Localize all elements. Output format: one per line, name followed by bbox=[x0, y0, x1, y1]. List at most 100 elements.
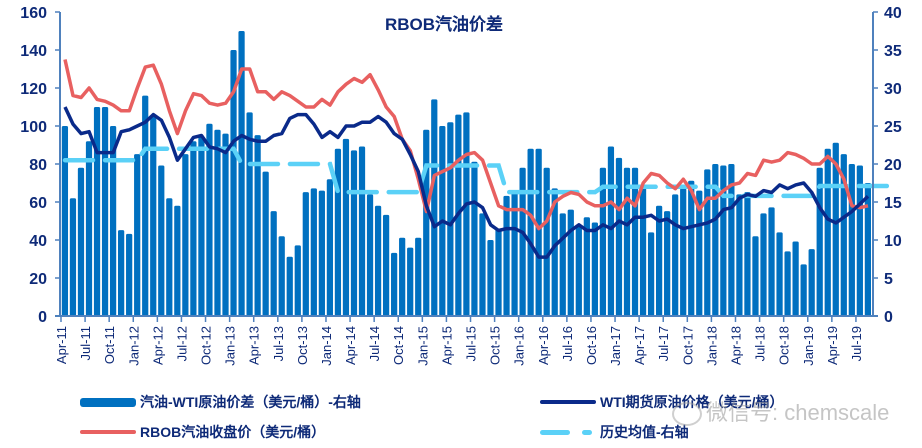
spread-bar bbox=[93, 107, 101, 316]
left-tick-label: 80 bbox=[29, 157, 47, 174]
spread-bar bbox=[744, 192, 751, 316]
x-tick-label: Jan-12 bbox=[126, 326, 141, 366]
x-tick-label: Oct-11 bbox=[102, 326, 117, 364]
x-tick-label: Jul-19 bbox=[849, 326, 864, 361]
legend-label-spread: 汽油-WTI原油价差（美元/桶）-右轴 bbox=[140, 394, 361, 410]
left-tick-label: 40 bbox=[29, 233, 47, 250]
spread-bar bbox=[447, 122, 454, 316]
x-tick-label: Apr-12 bbox=[150, 326, 165, 365]
spread-bar bbox=[214, 129, 221, 316]
legend-item-rbob: RBOB汽油收盘价（美元/桶） bbox=[80, 422, 325, 442]
x-tick-label: Jul-14 bbox=[367, 326, 382, 361]
legend-navy-line-swatch bbox=[540, 400, 596, 404]
spread-bar bbox=[230, 50, 237, 316]
right-tick-label: 40 bbox=[884, 5, 902, 22]
right-tick-label: 5 bbox=[884, 271, 893, 288]
spread-bar bbox=[166, 198, 173, 316]
x-tick-label: Jan-15 bbox=[415, 326, 430, 366]
spread-bar bbox=[350, 150, 358, 316]
spread-bar bbox=[399, 237, 406, 316]
left-tick-label: 20 bbox=[29, 271, 47, 288]
spread-bar bbox=[768, 207, 775, 316]
spread-bar bbox=[752, 236, 759, 316]
chart-title: RBOB汽油价差 bbox=[385, 15, 504, 34]
spread-bar bbox=[704, 169, 711, 316]
legend-red-line-swatch bbox=[80, 430, 136, 434]
spread-bar bbox=[190, 141, 197, 316]
spread-bar bbox=[760, 213, 767, 316]
x-tick-label: Apr-19 bbox=[825, 326, 840, 365]
x-tick-label: Apr-17 bbox=[632, 326, 647, 365]
legend-bar-swatch bbox=[80, 397, 136, 407]
spread-bar bbox=[126, 233, 133, 316]
spread-bar bbox=[591, 222, 598, 316]
right-tick-label: 20 bbox=[884, 157, 902, 174]
spread-bar bbox=[736, 194, 743, 316]
spread-bar bbox=[407, 247, 414, 316]
spread-bar bbox=[270, 211, 277, 316]
x-tick-label: Jul-11 bbox=[78, 326, 93, 360]
x-tick-label: Apr-18 bbox=[728, 326, 743, 365]
right-tick-label: 10 bbox=[884, 233, 902, 250]
x-tick-label: Apr-15 bbox=[439, 326, 454, 365]
spread-bar bbox=[607, 146, 615, 316]
legend-label-rbob: RBOB汽油收盘价（美元/桶） bbox=[140, 424, 326, 440]
spread-bar bbox=[551, 188, 558, 316]
spread-bar bbox=[222, 133, 229, 316]
spread-bar bbox=[583, 217, 590, 316]
spread-bar bbox=[85, 141, 93, 316]
spread-bar bbox=[672, 194, 679, 316]
spread-bar bbox=[543, 167, 550, 316]
x-tick-label: Apr-13 bbox=[247, 326, 262, 365]
spread-bar bbox=[655, 205, 663, 316]
x-tick-label: Jan-17 bbox=[608, 326, 623, 366]
x-tick-label: Oct-14 bbox=[391, 326, 406, 365]
spread-bar bbox=[198, 137, 205, 316]
x-tick-label: Jul-13 bbox=[271, 326, 286, 361]
spread-bar bbox=[664, 211, 671, 316]
spread-bar bbox=[342, 138, 350, 316]
spread-bar bbox=[495, 228, 502, 316]
spread-bar bbox=[792, 241, 799, 316]
x-tick-label: Jan-18 bbox=[704, 326, 719, 366]
spread-bar bbox=[158, 165, 165, 316]
spread-bar bbox=[864, 183, 871, 316]
legend-label-wti: WTI期货原油价格（美元/桶） bbox=[600, 394, 784, 410]
watermark-text: 微信号: chemscale bbox=[706, 400, 890, 425]
spread-bar bbox=[519, 167, 526, 316]
x-tick-label: Oct-12 bbox=[199, 326, 214, 365]
right-tick-label: 0 bbox=[884, 309, 893, 326]
spread-bar bbox=[840, 154, 847, 316]
spread-bar bbox=[294, 245, 301, 316]
spread-bar bbox=[623, 167, 631, 316]
spread-bar bbox=[382, 214, 390, 316]
legend-item-avg: 历史均值-右轴 bbox=[540, 422, 689, 442]
left-tick-label: 160 bbox=[20, 5, 47, 22]
spread-bar bbox=[358, 146, 366, 316]
legend-label-avg: 历史均值-右轴 bbox=[600, 424, 689, 440]
spread-bar bbox=[696, 190, 703, 316]
spread-bar bbox=[391, 252, 398, 316]
left-tick-label: 140 bbox=[20, 43, 47, 60]
spread-bar bbox=[431, 99, 438, 317]
wechat-icon bbox=[672, 402, 702, 427]
x-tick-label: Jul-15 bbox=[464, 326, 479, 361]
spread-bar bbox=[824, 148, 831, 316]
x-tick-label: Oct-13 bbox=[295, 326, 310, 365]
spread-bar bbox=[278, 236, 285, 316]
x-tick-label: Jul-17 bbox=[656, 326, 671, 361]
legend-item-spread: 汽油-WTI原油价差（美元/桶）-右轴 bbox=[80, 392, 361, 412]
spread-bar bbox=[326, 179, 334, 316]
spread-bar bbox=[471, 161, 478, 316]
spread-bar bbox=[334, 148, 342, 316]
spread-bar bbox=[302, 192, 309, 316]
spread-bar bbox=[800, 264, 807, 316]
right-tick-label: 15 bbox=[884, 195, 902, 212]
watermark: 微信号: chemscale bbox=[672, 395, 889, 427]
left-tick-label: 120 bbox=[20, 81, 47, 98]
spread-bar bbox=[848, 164, 855, 316]
spread-bar bbox=[238, 31, 245, 316]
x-tick-label: Apr-11 bbox=[54, 326, 69, 364]
spread-bar bbox=[647, 232, 655, 316]
